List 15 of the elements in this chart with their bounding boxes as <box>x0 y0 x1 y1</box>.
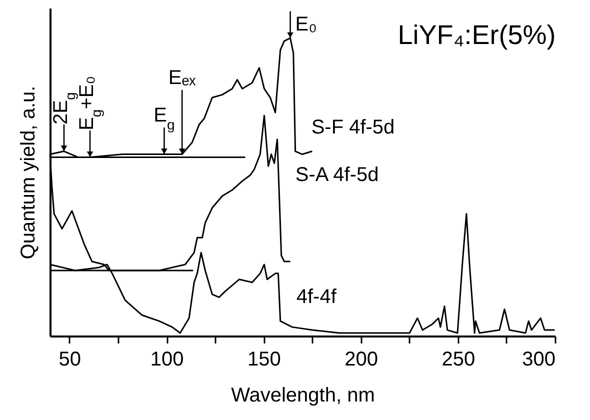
annotation: Eₑₓ <box>168 66 196 89</box>
chart-title: LiYF₄:Er(5%) <box>398 20 556 50</box>
series-label: S-A 4f-5d <box>295 164 379 186</box>
annotation: E$_{g}$ <box>154 104 175 132</box>
series-label: 4f-4f <box>296 286 337 308</box>
x-tick-label: 300 <box>522 348 556 370</box>
x-tick-label: 50 <box>58 348 82 370</box>
series-label: S-F 4f-5d <box>311 116 395 138</box>
x-tick-label: 250 <box>442 348 476 370</box>
x-tick-label: 100 <box>150 348 184 370</box>
x-tick-label: 200 <box>344 348 378 370</box>
x-axis-title: Wavelength, nm <box>231 384 375 406</box>
annotation: E₀ <box>295 14 317 36</box>
y-axis-title: Quantum yield, a.u. <box>18 86 40 260</box>
x-tick-label: 150 <box>247 348 281 370</box>
